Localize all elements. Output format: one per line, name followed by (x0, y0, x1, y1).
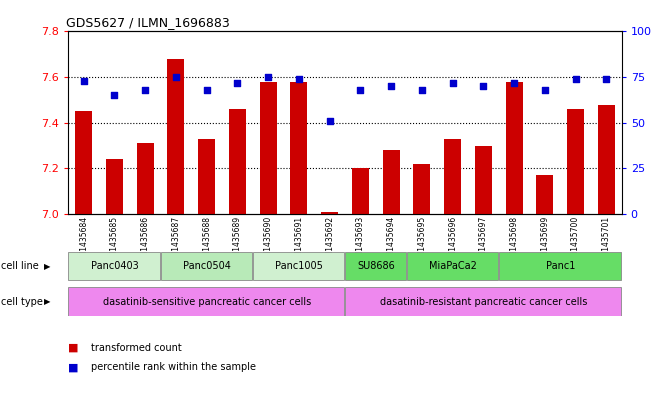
Text: Panc0504: Panc0504 (183, 261, 230, 271)
Text: GDS5627 / ILMN_1696883: GDS5627 / ILMN_1696883 (66, 16, 229, 29)
Point (324, 118, 335, 124)
Bar (106, 160, 123, 214)
Point (232, 79, 243, 86)
Text: transformed count: transformed count (91, 343, 182, 353)
Bar (345, 287, 621, 316)
Bar (76, 111, 92, 214)
Text: percentile rank within the sample: percentile rank within the sample (91, 362, 256, 373)
Text: Panc1005: Panc1005 (275, 261, 323, 271)
Bar (321, 212, 338, 214)
Point (355, 87, 366, 93)
Bar (475, 146, 492, 214)
Bar (413, 164, 430, 214)
Bar (536, 175, 553, 214)
Point (140, 87, 150, 93)
Bar (598, 105, 615, 214)
Bar (137, 143, 154, 214)
Bar (506, 82, 523, 214)
Text: ▶: ▶ (44, 297, 51, 306)
Bar (161, 252, 252, 281)
Text: cell type: cell type (1, 297, 43, 307)
Text: SU8686: SU8686 (357, 261, 395, 271)
Bar (199, 139, 215, 214)
Point (478, 83, 488, 90)
Bar (499, 252, 621, 281)
Text: cell line: cell line (1, 261, 39, 271)
Point (447, 79, 458, 86)
Point (79, 78, 89, 84)
Point (263, 74, 273, 80)
Point (601, 76, 611, 82)
Text: ■: ■ (68, 343, 79, 353)
Bar (290, 82, 307, 214)
Bar (345, 252, 406, 281)
Bar (383, 150, 400, 214)
Point (294, 76, 304, 82)
Text: ▶: ▶ (44, 262, 51, 271)
Bar (567, 109, 584, 214)
Bar (406, 252, 498, 281)
Bar (167, 59, 184, 214)
Text: ■: ■ (68, 362, 79, 373)
Bar (444, 139, 461, 214)
Text: Panc0403: Panc0403 (90, 261, 139, 271)
Point (417, 87, 427, 93)
Text: MiaPaCa2: MiaPaCa2 (429, 261, 477, 271)
Point (386, 83, 396, 90)
Bar (352, 169, 369, 214)
Bar (253, 252, 344, 281)
Point (570, 76, 581, 82)
Bar (68, 252, 160, 281)
Point (509, 79, 519, 86)
Bar (68, 287, 344, 316)
Text: dasatinib-resistant pancreatic cancer cells: dasatinib-resistant pancreatic cancer ce… (380, 297, 587, 307)
Text: Panc1: Panc1 (546, 261, 575, 271)
Point (540, 87, 550, 93)
Point (201, 87, 212, 93)
Bar (229, 109, 246, 214)
Point (109, 92, 120, 99)
Text: dasatinib-sensitive pancreatic cancer cells: dasatinib-sensitive pancreatic cancer ce… (103, 297, 311, 307)
Bar (260, 82, 277, 214)
Point (171, 74, 181, 80)
